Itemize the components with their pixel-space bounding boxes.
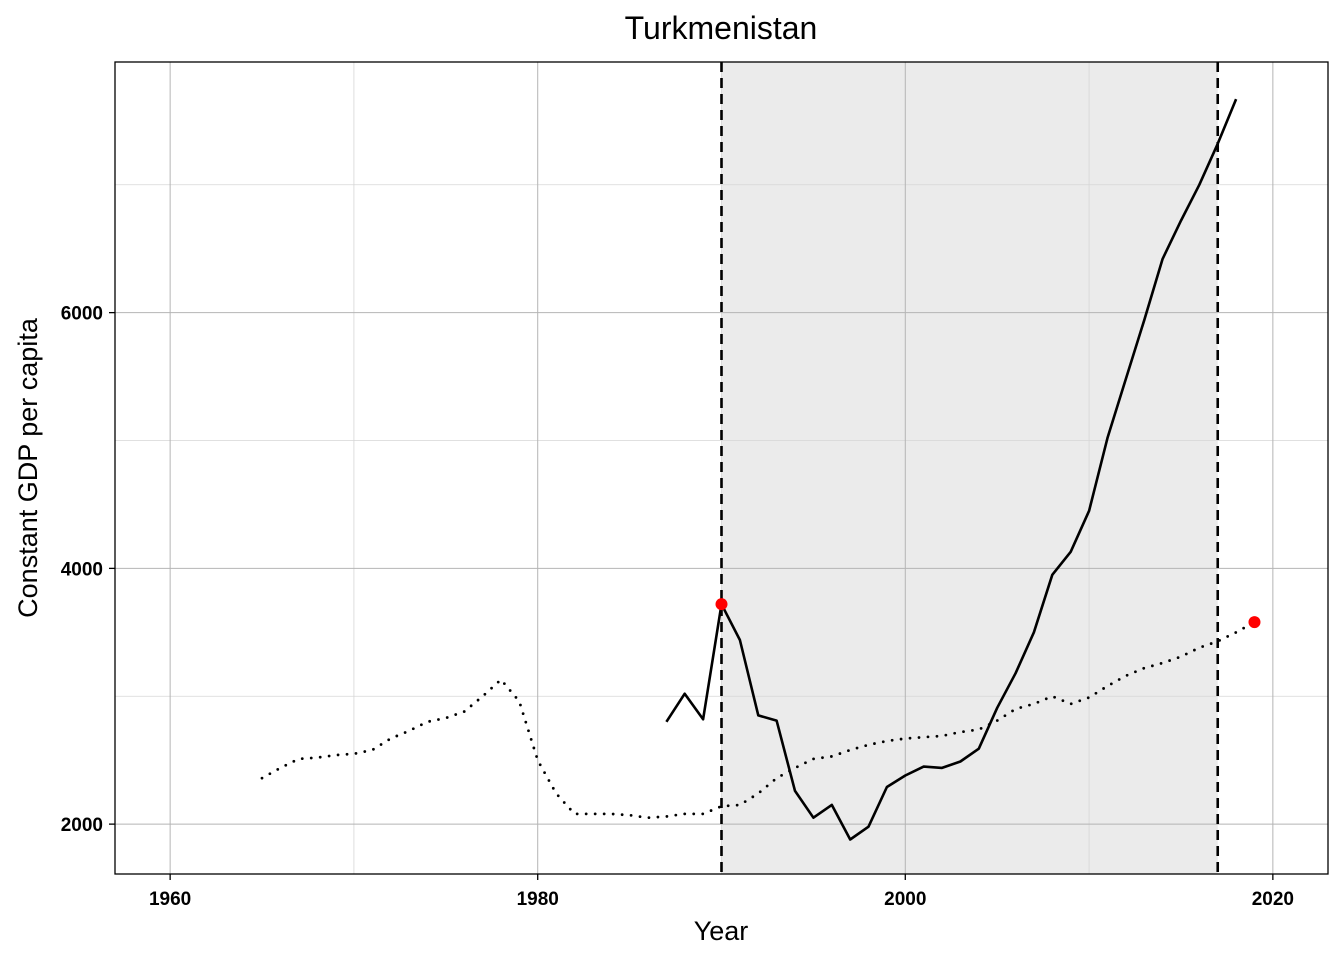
y-tick-label: 6000 [61,304,103,325]
highlight-points [715,598,1261,629]
series-lines [260,98,1256,841]
y-tick-label: 4000 [61,559,103,580]
x-tick-label: 1980 [517,889,559,910]
shaded-period [721,62,1218,874]
x-axis-title: Year [694,916,749,946]
y-axis-title: Constant GDP per capita [13,317,43,618]
axis-ticks: 1960 1980 2000 2020 2000 4000 6000 [61,304,1294,910]
y-tick-label: 2000 [61,815,103,836]
x-tick-label: 2020 [1252,889,1294,910]
plot-border [114,61,1329,875]
period-boundary-lines [720,62,1220,874]
chart-title: Turkmenistan [625,10,818,46]
solid-series-line [665,98,1238,841]
shaded-region [721,62,1218,874]
x-tick-label: 1960 [149,889,191,910]
x-tick-label: 2000 [884,889,926,910]
highlight-point [715,598,728,611]
dotted-series-line [260,620,1256,820]
highlight-point [1248,616,1261,629]
